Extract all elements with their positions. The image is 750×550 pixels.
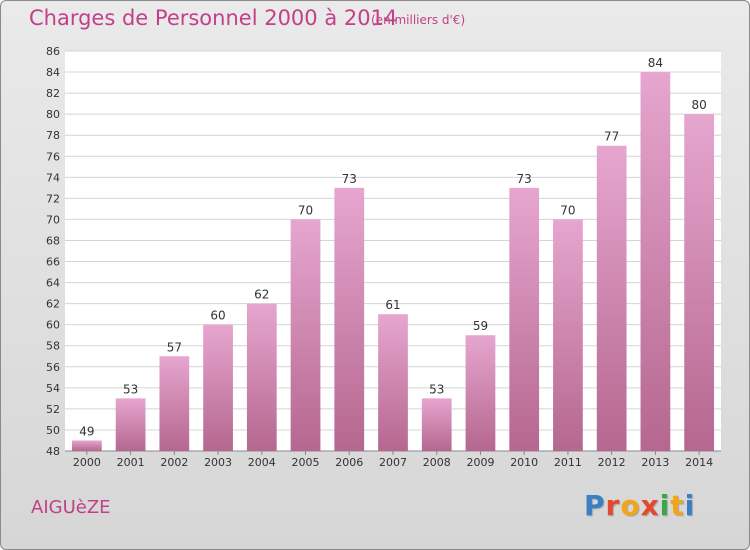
y-tick-label: 64 [46,277,60,290]
x-tick-label: 2002 [160,456,188,469]
bars [71,72,715,451]
bar-2004 [246,303,277,451]
commune-name: AIGUèZE [31,497,111,518]
bar-2013 [640,72,671,451]
y-tick-label: 70 [46,213,60,226]
y-tick-label: 68 [46,234,60,247]
value-label: 70 [298,203,313,217]
bar-2011 [553,219,583,451]
x-tick-label: 2013 [641,456,669,469]
x-tick-label: 2007 [379,456,407,469]
x-tick-label: 2009 [466,456,494,469]
bar-2003 [203,324,233,451]
x-tick-label: 2010 [510,456,538,469]
y-tick-label: 48 [46,445,60,458]
bar-2001 [115,398,146,451]
y-tick-label: 60 [46,319,60,332]
y-tick-label: 78 [46,129,60,142]
logo-letter: x [640,489,660,522]
value-label: 59 [473,319,488,333]
value-label: 84 [648,56,663,70]
y-tick-label: 56 [46,361,60,374]
value-label: 49 [79,424,94,438]
x-tick-label: 2003 [204,456,232,469]
bar-2009 [465,335,496,451]
chart-title: Charges de Personnel 2000 à 2014 [29,6,398,30]
y-tick-label: 82 [46,87,60,100]
value-label: 57 [167,340,182,354]
bar-2000 [71,440,102,451]
value-label: 73 [517,172,532,186]
value-label: 77 [604,130,619,144]
y-axis: 48 50 52 54 56 58 60 62 64 66 68 70 72 74 76 78 80 82 84 86 [46,45,60,458]
chart-subtitle: (en milliers d'€) [371,13,466,27]
bar-2014 [684,114,715,451]
logo-letter: o [620,489,641,522]
value-label: 62 [254,288,269,302]
value-label: 53 [429,382,444,396]
bar-2005 [290,219,321,451]
value-label: 53 [123,382,138,396]
proxiti-logo: Proxiti [584,489,695,522]
logo-letter: t [670,489,685,522]
x-tick-label: 2008 [423,456,451,469]
y-tick-label: 58 [46,340,60,353]
bar-2010 [509,187,540,451]
bar-2002 [159,356,190,451]
logo-letter: i [684,489,696,522]
y-tick-label: 72 [46,192,60,205]
value-label: 73 [342,172,357,186]
y-tick-label: 76 [46,150,60,163]
y-tick-label: 66 [46,256,60,269]
value-label: 70 [560,203,575,217]
logo-letter: r [605,489,621,522]
y-tick-label: 80 [46,108,60,121]
x-tick-label: 2006 [335,456,363,469]
y-tick-label: 50 [46,424,60,437]
value-label: 61 [385,298,400,312]
x-axis: 2000 2001 2002 2003 2004 2005 2006 2007 2008 2009… [73,451,713,469]
y-tick-label: 54 [46,382,60,395]
x-tick-label: 2000 [73,456,101,469]
value-labels: 49 53 57 60 62 70 73 61 53 59 73 70 77 84 80 [79,56,707,438]
bar-2007 [378,314,408,451]
y-tick-label: 52 [46,403,60,416]
x-tick-label: 2011 [554,456,582,469]
bar-2008 [421,398,452,451]
x-tick-label: 2012 [598,456,626,469]
y-tick-label: 84 [46,66,60,79]
logo-letter: i [659,489,671,522]
value-label: 60 [210,309,225,323]
y-tick-label: 74 [46,171,60,184]
x-tick-label: 2004 [248,456,276,469]
y-tick-label: 86 [46,45,60,58]
y-tick-label: 62 [46,298,60,311]
x-tick-label: 2014 [685,456,713,469]
x-tick-label: 2005 [292,456,320,469]
bar-2006 [334,187,365,451]
value-label: 80 [691,98,706,112]
logo-letter: P [584,489,606,522]
x-tick-label: 2001 [117,456,145,469]
bar-2012 [596,145,627,451]
